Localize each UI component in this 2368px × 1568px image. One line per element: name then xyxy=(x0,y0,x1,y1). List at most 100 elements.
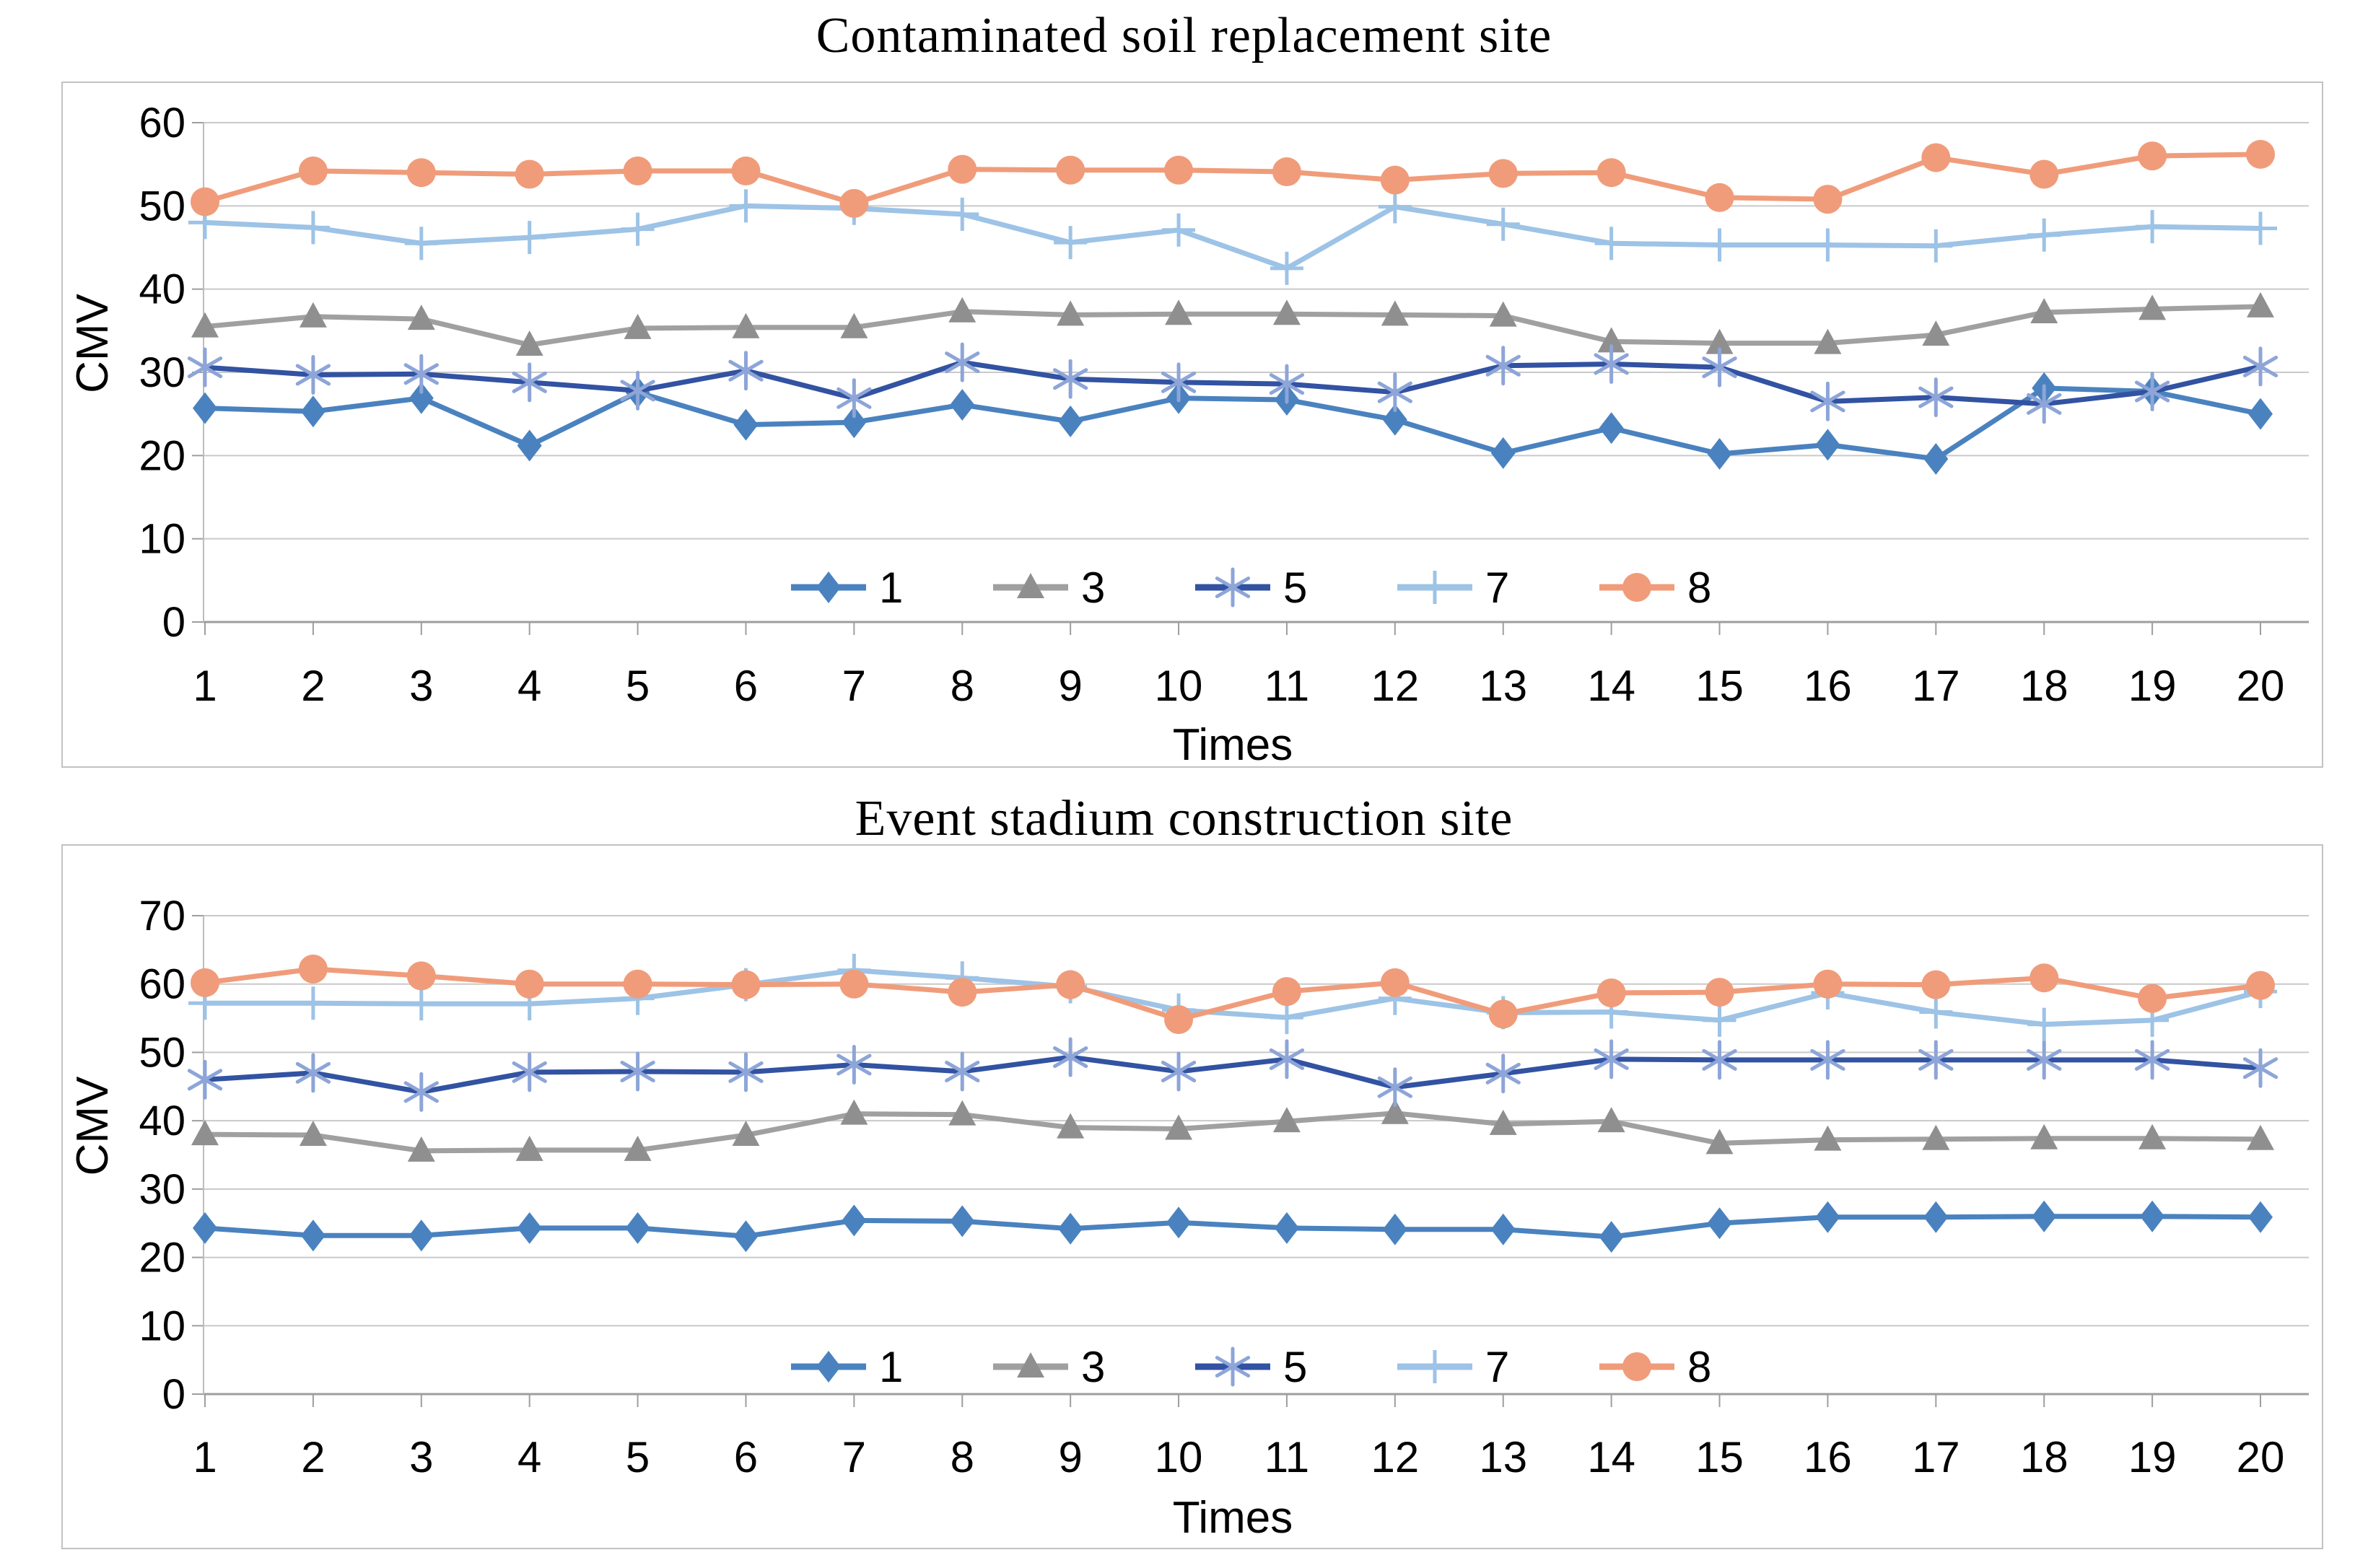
plus-marker xyxy=(296,986,330,1020)
svg-text:50: 50 xyxy=(139,1029,185,1076)
plus-marker xyxy=(512,221,546,255)
triangle-marker xyxy=(1272,1107,1301,1133)
diamond-marker xyxy=(517,429,542,462)
svg-text:20: 20 xyxy=(139,1235,185,1282)
triangle-marker xyxy=(191,312,219,338)
svg-text:16: 16 xyxy=(1804,1433,1852,1481)
asterisk-marker xyxy=(295,354,331,395)
legend-label: 7 xyxy=(1485,564,1509,612)
svg-text:9: 9 xyxy=(1058,1433,1082,1481)
asterisk-marker xyxy=(1377,372,1412,413)
asterisk-marker xyxy=(1161,1051,1197,1092)
circle-marker xyxy=(298,156,328,185)
svg-text:11: 11 xyxy=(1264,662,1309,710)
diamond-marker xyxy=(300,395,326,428)
triangle-marker xyxy=(1381,300,1409,326)
plus-marker xyxy=(1594,227,1628,260)
asterisk-marker xyxy=(1269,364,1305,404)
svg-text:15: 15 xyxy=(1695,662,1744,710)
asterisk-marker xyxy=(1810,1040,1845,1080)
asterisk-marker xyxy=(2242,1048,2279,1088)
triangle-marker xyxy=(2247,1124,2274,1150)
plus-marker xyxy=(1703,1003,1736,1037)
circle-marker xyxy=(2030,963,2059,993)
svg-text:20: 20 xyxy=(2237,662,2285,710)
triangle-marker xyxy=(515,330,543,356)
plus-marker xyxy=(1919,229,1953,263)
diamond-marker xyxy=(950,388,975,421)
series-line-1 xyxy=(204,1214,2261,1240)
svg-text:40: 40 xyxy=(139,1098,185,1144)
circle-marker xyxy=(948,154,977,184)
diamond-marker xyxy=(1707,1207,1732,1240)
asterisk-marker xyxy=(1215,567,1251,608)
svg-text:2: 2 xyxy=(301,662,325,710)
circle-marker xyxy=(2138,984,2167,1013)
asterisk-marker xyxy=(1485,1054,1521,1094)
svg-text:10: 10 xyxy=(139,516,185,563)
diamond-marker xyxy=(1058,406,1083,438)
circle-marker xyxy=(406,961,436,991)
series-1 xyxy=(193,1200,2273,1253)
series-line-5 xyxy=(204,359,2261,407)
svg-text:8: 8 xyxy=(951,1433,974,1481)
series-line-3 xyxy=(204,304,2261,348)
svg-text:12: 12 xyxy=(1371,662,1419,710)
legend-label: 1 xyxy=(879,564,903,612)
asterisk-marker xyxy=(728,1052,764,1092)
asterisk-marker xyxy=(295,1053,331,1093)
svg-text:20: 20 xyxy=(2237,1433,2285,1481)
diamond-marker xyxy=(816,1351,841,1383)
svg-text:19: 19 xyxy=(2128,1433,2177,1481)
series-line-1 xyxy=(204,385,2261,462)
plus-marker xyxy=(1811,228,1845,262)
asterisk-marker xyxy=(187,347,223,387)
triangle-marker xyxy=(2030,1124,2058,1149)
diamond-marker xyxy=(1382,1213,1407,1245)
circle-marker xyxy=(731,156,761,185)
triangle-marker xyxy=(299,302,327,328)
y-axis-labels: 0 10 20 30 40 50 60 70 xyxy=(139,893,185,1418)
triangle-marker xyxy=(515,1135,543,1161)
svg-text:14: 14 xyxy=(1587,662,1635,710)
legend-item-8: 8 xyxy=(1599,564,1711,612)
triangle-marker xyxy=(1922,1124,1950,1150)
diamond-marker xyxy=(1599,1221,1624,1253)
circle-marker xyxy=(1813,185,1843,214)
plus-marker xyxy=(1418,571,1451,604)
legend-label: 5 xyxy=(1283,564,1307,612)
svg-text:12: 12 xyxy=(1371,1433,1419,1481)
circle-marker xyxy=(1813,969,1843,999)
circle-marker xyxy=(1488,999,1518,1029)
asterisk-marker xyxy=(403,1072,439,1112)
triangle-marker xyxy=(1017,1352,1044,1378)
x-axis-labels: 1 2 3 4 5 6 7 8 9 10 11 12 13 14 15 16 17 18 19 20 xyxy=(193,1394,2284,1481)
series-8 xyxy=(191,954,2275,1034)
plus-marker xyxy=(621,212,655,246)
triangle-marker xyxy=(299,1121,327,1147)
diamond-marker xyxy=(193,1212,217,1244)
triangle-marker xyxy=(840,1099,868,1125)
diamond-marker xyxy=(1599,412,1624,444)
series-1 xyxy=(193,372,2273,475)
gridlines xyxy=(192,122,2309,623)
diamond-marker xyxy=(950,1205,975,1238)
plus-marker xyxy=(1270,1001,1303,1035)
triangle-marker xyxy=(1381,1098,1409,1124)
svg-text:5: 5 xyxy=(626,662,650,710)
circle-marker xyxy=(839,188,869,218)
svg-text:17: 17 xyxy=(1912,662,1960,710)
svg-text:10: 10 xyxy=(139,1302,185,1349)
triangle-marker xyxy=(1165,299,1193,325)
triangle-marker xyxy=(2247,292,2274,317)
triangle-marker xyxy=(1705,328,1734,354)
diamond-marker xyxy=(1707,438,1732,470)
triangle-marker xyxy=(1922,320,1950,346)
series-8 xyxy=(191,139,2275,218)
diamond-marker xyxy=(733,408,759,441)
plus-marker xyxy=(2027,1007,2061,1041)
circle-marker xyxy=(623,156,652,185)
circle-marker xyxy=(1056,970,1085,999)
